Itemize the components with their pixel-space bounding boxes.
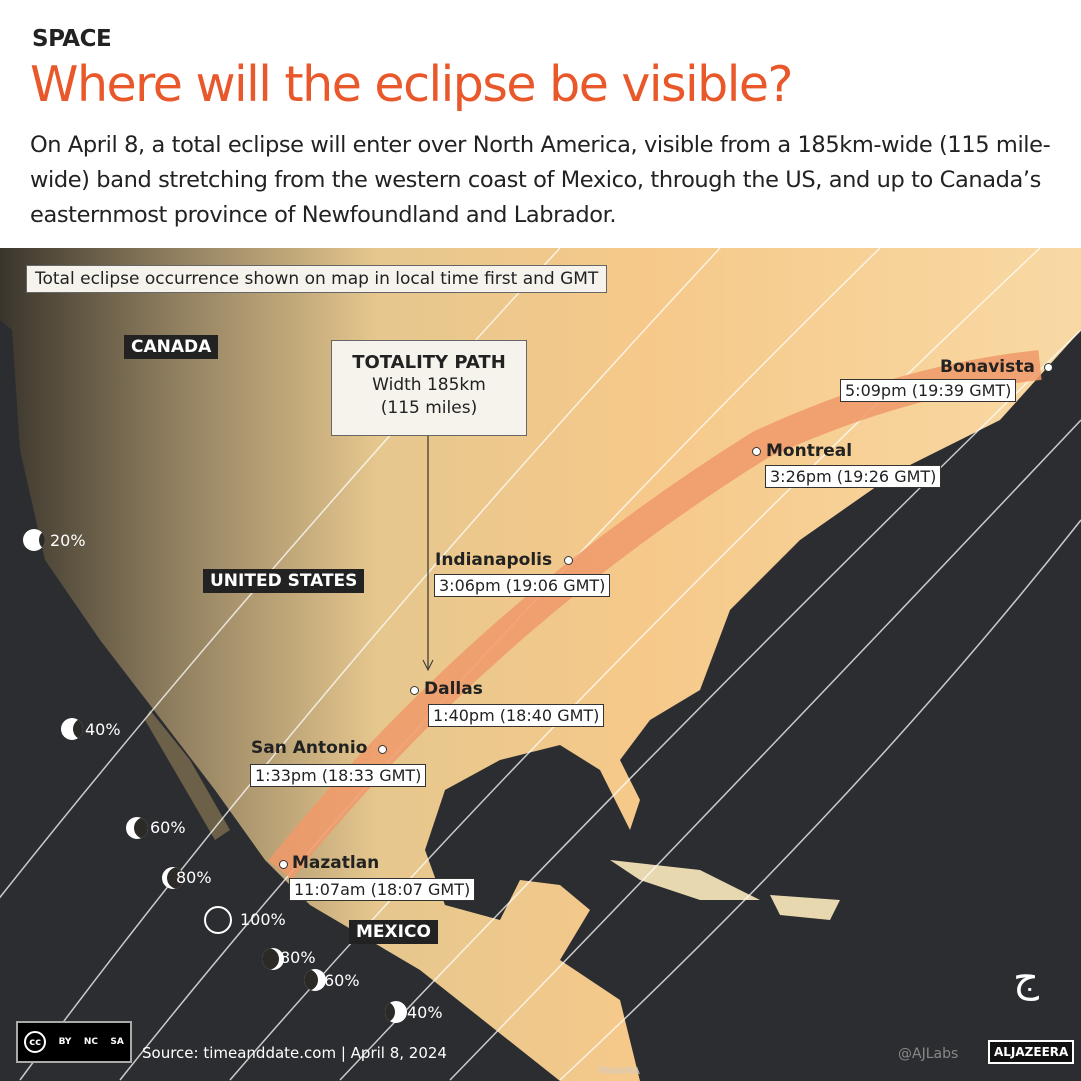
time-san-antonio: 1:33pm (18:33 GMT) [250, 764, 427, 787]
country-label-canada: CANADA [124, 335, 219, 359]
eclipse-map [0, 248, 1081, 1081]
totality-width: Width 185km [372, 375, 486, 395]
city-dot [1044, 363, 1053, 372]
coverage-label: 20% [50, 531, 86, 550]
baja-california [145, 710, 230, 840]
city-dallas: Dallas [424, 679, 483, 699]
moon-phase-icon [61, 718, 83, 740]
moon-phase-icon [385, 1001, 407, 1023]
city-mazatlan: Mazatlan [292, 853, 380, 873]
penumbra-lines [0, 248, 1081, 1081]
ajlabs-handle: @AJLabs [898, 1046, 959, 1062]
page-title: Where will the eclipse be visible? [30, 56, 794, 113]
country-label-us: UNITED STATES [203, 569, 365, 593]
moon-phase-icon [126, 817, 148, 839]
time-dallas: 1:40pm (18:40 GMT) [428, 704, 605, 727]
coverage-label: 60% [324, 971, 360, 990]
city-dot [410, 686, 419, 695]
creative-commons-badge: cc BY NC SA [16, 1021, 132, 1063]
coverage-label: 80% [176, 868, 212, 887]
city-montreal: Montreal [766, 441, 853, 461]
north-america-land [0, 248, 1081, 1081]
map-graphic [0, 248, 1081, 1081]
license-sa: SA [110, 1037, 124, 1047]
total-eclipse-icon [204, 906, 232, 934]
source-text: Source: timeanddate.com | April 8, 2024 [142, 1044, 447, 1062]
city-dot [564, 556, 573, 565]
moon-phase-icon [162, 867, 184, 889]
city-san-antonio: San Antonio [251, 738, 368, 758]
coverage-label: 60% [150, 818, 186, 837]
hispaniola [770, 895, 840, 920]
totality-callout: TOTALITY PATH Width 185km (115 miles) [331, 340, 527, 436]
city-dot [752, 447, 761, 456]
time-montreal: 3:26pm (19:26 GMT) [765, 465, 942, 488]
arrowhead [422, 659, 434, 672]
totality-miles: (115 miles) [380, 398, 478, 418]
label-panama: PANAMA [598, 1066, 641, 1077]
city-indianapolis: Indianapolis [435, 550, 553, 570]
coverage-label: 100% [240, 910, 286, 929]
totality-title: TOTALITY PATH [352, 352, 506, 373]
header: SPACE Where will the eclipse be visible?… [0, 0, 1081, 248]
cuba [610, 860, 760, 900]
license-by: BY [58, 1037, 72, 1047]
aljazeera-brand: ALJAZEERA [988, 1040, 1075, 1064]
time-bonavista: 5:09pm (19:39 GMT) [840, 379, 1017, 402]
coverage-label: 40% [407, 1003, 443, 1022]
city-bonavista: Bonavista [940, 357, 1035, 377]
time-mazatlan: 11:07am (18:07 GMT) [289, 878, 476, 901]
country-label-mexico: MEXICO [349, 920, 438, 944]
map-note: Total eclipse occurrence shown on map in… [26, 265, 608, 293]
coverage-label: 80% [280, 948, 316, 967]
coverage-label: 40% [85, 720, 121, 739]
kicker: SPACE [32, 26, 112, 52]
city-dot [378, 745, 387, 754]
license-nc: NC [83, 1037, 98, 1047]
city-dot [279, 860, 288, 869]
moon-phase-icon [304, 969, 326, 991]
moon-phase-icon [262, 948, 284, 970]
moon-phase-icon [23, 529, 45, 551]
cc-icon: cc [24, 1031, 47, 1053]
time-indianapolis: 3:06pm (19:06 GMT) [434, 574, 611, 597]
subtitle: On April 8, a total eclipse will enter o… [30, 132, 1051, 228]
aljazeera-logo: ج [1013, 955, 1039, 1001]
